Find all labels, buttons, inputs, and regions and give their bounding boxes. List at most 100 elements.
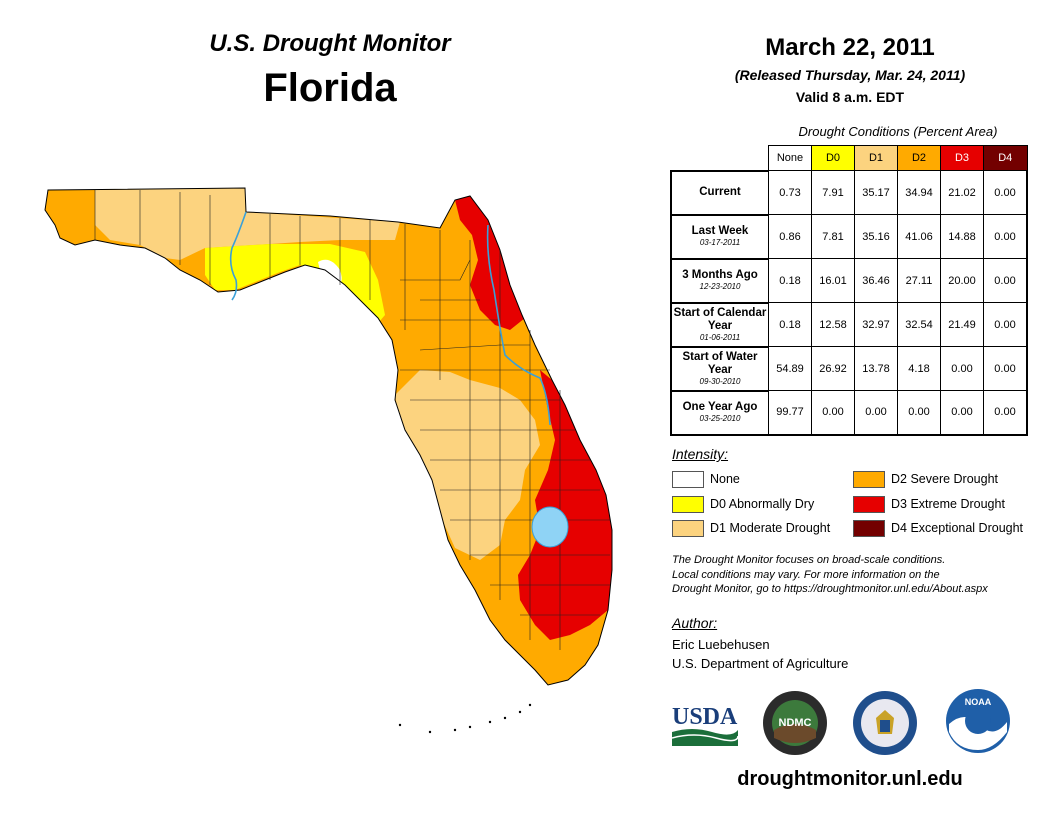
cell-d3: 14.88 bbox=[940, 214, 984, 259]
cell-d2: 0.00 bbox=[897, 390, 941, 436]
cell-d3: 0.00 bbox=[940, 346, 984, 391]
cell-d2: 27.11 bbox=[897, 258, 941, 303]
legend-label: D2 Severe Drought bbox=[891, 472, 999, 486]
website-url[interactable]: droughtmonitor.unl.edu bbox=[737, 768, 963, 790]
cell-none: 0.18 bbox=[768, 258, 812, 303]
disclaimer-note: The Drought Monitor focuses on broad-sca… bbox=[672, 553, 1042, 597]
cell-d2: 41.06 bbox=[897, 214, 941, 259]
legend-swatch bbox=[672, 520, 704, 537]
cell-d4: 0.00 bbox=[983, 214, 1028, 259]
row-label: Last Week 03-17-2011 bbox=[670, 213, 769, 259]
legend-label: D0 Abnormally Dry bbox=[710, 497, 815, 511]
table-row: Last Week 03-17-2011 0.86 7.81 35.16 41.0… bbox=[670, 213, 1028, 259]
cell-none: 99.77 bbox=[768, 390, 812, 436]
legend-title: Intensity: bbox=[672, 446, 729, 462]
cell-d2: 32.54 bbox=[897, 302, 941, 347]
legend-swatch bbox=[672, 496, 704, 513]
cell-d1: 32.97 bbox=[854, 302, 898, 347]
d3-zone-southeast bbox=[518, 370, 612, 640]
cell-d1: 36.46 bbox=[854, 258, 898, 303]
legend-swatch bbox=[672, 471, 704, 488]
legend-label: D4 Exceptional Drought bbox=[891, 521, 1024, 535]
doc-seal-logo bbox=[853, 691, 917, 755]
cell-d1: 35.16 bbox=[854, 214, 898, 259]
table-row: One Year Ago 03-25-2010 99.77 0.00 0.00 0… bbox=[670, 389, 1028, 436]
table-row: Current 0.73 7.91 35.17 34.94 21.02 0.00 bbox=[670, 169, 1028, 215]
cell-none: 0.86 bbox=[768, 214, 812, 259]
cell-d3: 21.02 bbox=[940, 170, 984, 215]
map-date: March 22, 2011 bbox=[765, 34, 935, 61]
note-line: Local conditions may vary. For more info… bbox=[672, 568, 940, 581]
cell-d1: 35.17 bbox=[854, 170, 898, 215]
usda-logo-text: USDA bbox=[672, 704, 738, 730]
cell-d3: 21.49 bbox=[940, 302, 984, 347]
lake-okeechobee bbox=[531, 506, 569, 548]
note-line: The Drought Monitor focuses on broad-sca… bbox=[672, 554, 946, 566]
col-d3: D3 bbox=[940, 145, 984, 171]
cell-none: 0.18 bbox=[768, 302, 812, 347]
cell-d4: 0.00 bbox=[983, 258, 1028, 303]
col-none: None bbox=[768, 145, 812, 171]
cell-d2: 4.18 bbox=[897, 346, 941, 391]
cell-d3: 20.00 bbox=[940, 258, 984, 303]
table-corner bbox=[671, 146, 769, 171]
row-label: Current bbox=[670, 169, 769, 215]
release-date: (Released Thursday, Mar. 24, 2011) bbox=[734, 67, 966, 83]
noaa-logo: NOAA bbox=[946, 689, 1010, 753]
cell-d4: 0.00 bbox=[983, 170, 1028, 215]
table-row: Start of Calendar Year 01-06-2011 0.18 12… bbox=[670, 301, 1028, 347]
legend-swatch bbox=[853, 520, 885, 537]
legend-swatch bbox=[853, 471, 885, 488]
cell-d0: 7.91 bbox=[811, 170, 855, 215]
legend-swatch bbox=[853, 496, 885, 513]
st-johns-river bbox=[486, 224, 551, 426]
cell-none: 54.89 bbox=[768, 346, 812, 391]
d1-zone-west bbox=[95, 188, 400, 260]
table-caption: Drought Conditions (Percent Area) bbox=[798, 124, 998, 139]
author-title: Author: bbox=[672, 615, 718, 631]
cell-d4: 0.00 bbox=[983, 390, 1028, 436]
cell-d0: 12.58 bbox=[811, 302, 855, 347]
table-row: 3 Months Ago 12-23-2010 0.18 16.01 36.46 … bbox=[670, 257, 1028, 303]
row-label: 3 Months Ago 12-23-2010 bbox=[670, 257, 769, 303]
product-title: U.S. Drought Monitor bbox=[209, 30, 451, 57]
legend-label: D3 Extreme Drought bbox=[891, 497, 1005, 511]
florida-outline bbox=[44, 187, 613, 686]
florida-keys bbox=[398, 703, 532, 734]
row-label: Start of Water Year 09-30-2010 bbox=[670, 345, 769, 391]
florida-drought-map bbox=[44, 187, 613, 734]
table-row: Start of Water Year 09-30-2010 54.89 26.9… bbox=[670, 345, 1028, 391]
author-org: U.S. Department of Agriculture bbox=[672, 656, 849, 671]
legend-label: None bbox=[710, 472, 740, 486]
note-line: Drought Monitor, go to https://droughtmo… bbox=[672, 583, 988, 595]
usda-logo: USDA bbox=[672, 704, 738, 746]
valid-time: Valid 8 a.m. EDT bbox=[795, 89, 905, 105]
cell-d0: 16.01 bbox=[811, 258, 855, 303]
cell-d0: 26.92 bbox=[811, 346, 855, 391]
cell-d1: 13.78 bbox=[854, 346, 898, 391]
cell-d3: 0.00 bbox=[940, 390, 984, 436]
county-lines bbox=[94, 190, 610, 650]
ndmc-logo: NDMC bbox=[763, 691, 827, 755]
col-d1: D1 bbox=[854, 145, 898, 171]
ndmc-logo-text: NDMC bbox=[779, 717, 812, 729]
col-d2: D2 bbox=[897, 145, 941, 171]
col-d0: D0 bbox=[811, 145, 855, 171]
cell-d4: 0.00 bbox=[983, 346, 1028, 391]
cell-d0: 7.81 bbox=[811, 214, 855, 259]
cell-d2: 34.94 bbox=[897, 170, 941, 215]
d0-zone bbox=[205, 244, 385, 330]
state-title: Florida bbox=[263, 66, 397, 110]
d1-zone-gulf bbox=[395, 370, 540, 560]
row-label: Start of Calendar Year 01-06-2011 bbox=[670, 301, 769, 347]
apalachicola-river bbox=[229, 211, 247, 301]
drought-table: None D0 D1 D2 D3 D4 Current 0.73 7.91 35… bbox=[670, 145, 1028, 436]
legend-label: D1 Moderate Drought bbox=[710, 521, 831, 535]
col-d4: D4 bbox=[983, 145, 1028, 171]
cell-none: 0.73 bbox=[768, 170, 812, 215]
cell-d1: 0.00 bbox=[854, 390, 898, 436]
author-name: Eric Luebehusen bbox=[672, 637, 770, 652]
cell-d4: 0.00 bbox=[983, 302, 1028, 347]
noaa-logo-text: NOAA bbox=[965, 697, 992, 707]
cell-d0: 0.00 bbox=[811, 390, 855, 436]
